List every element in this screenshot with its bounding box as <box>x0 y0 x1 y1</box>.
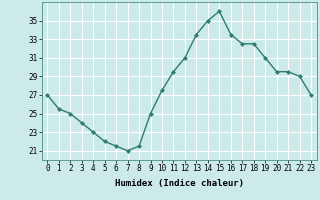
X-axis label: Humidex (Indice chaleur): Humidex (Indice chaleur) <box>115 179 244 188</box>
